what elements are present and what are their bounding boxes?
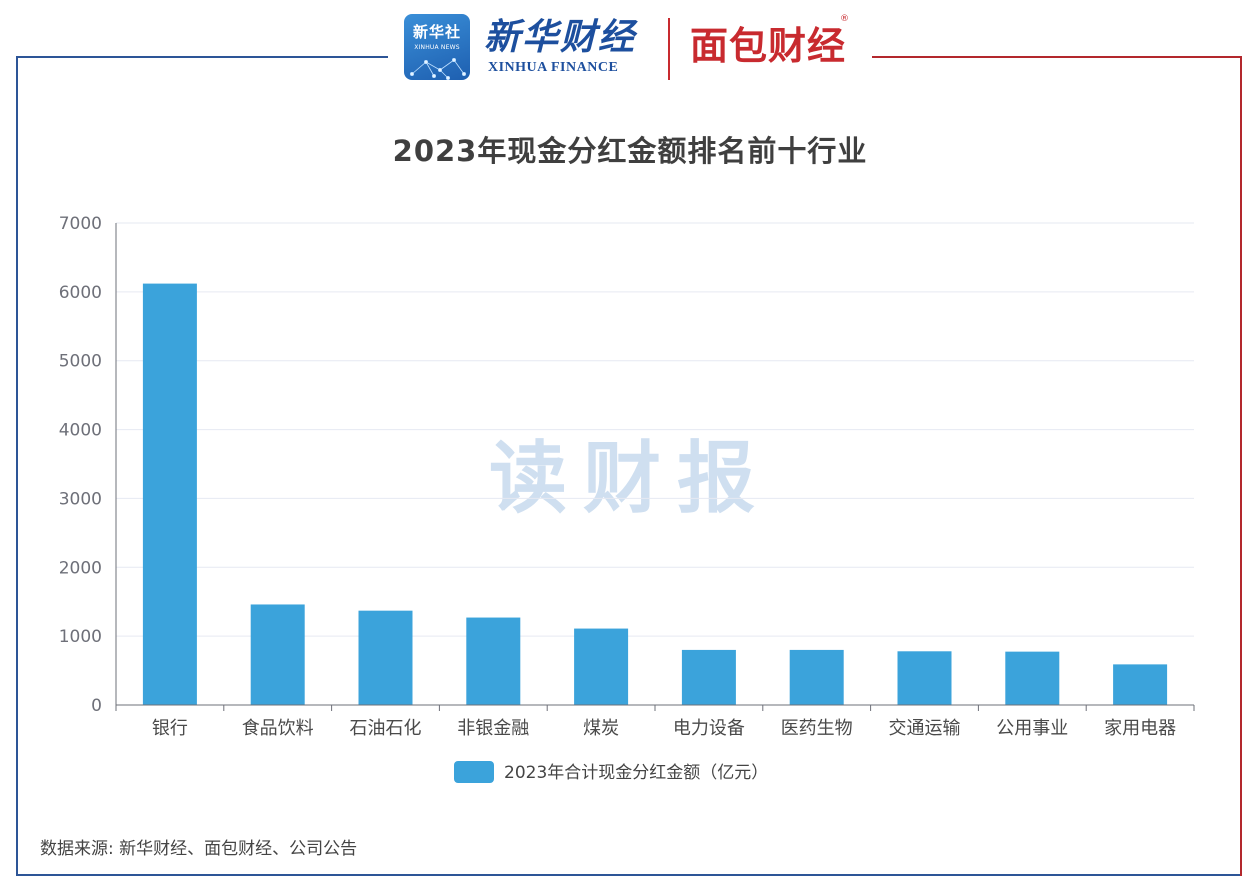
x-tick-label: 家用电器 (1104, 718, 1176, 739)
frame-bottom-line (16, 874, 1242, 876)
frame-top-left-line (16, 56, 388, 58)
x-tick-label: 煤炭 (583, 718, 619, 739)
y-tick-label: 2000 (59, 558, 102, 578)
axes: 0 1000 2000 3000 4000 5000 6000 7000 银行 食品饮料 石油石化 非… (59, 214, 1195, 739)
logo-divider (668, 18, 670, 80)
network-icon (410, 58, 467, 80)
y-tick-label: 7000 (59, 214, 102, 234)
bar-8 (897, 651, 952, 705)
x-tick-label: 公用事业 (996, 718, 1068, 739)
x-tick-label: 银行 (152, 718, 188, 739)
x-tick-label: 非银金融 (457, 718, 529, 739)
mianbao-finance-logo: 面包财经 ® (690, 14, 849, 76)
registered-mark: ® (840, 14, 851, 24)
bar-3 (358, 610, 413, 705)
xinhua-finance-en: XINHUA FINANCE (488, 60, 619, 75)
y-tick-label: 0 (91, 696, 102, 716)
legend: 2023年合计现金分红金额（亿元） (454, 761, 768, 783)
mianbao-logo-text: 面包财经 (690, 24, 847, 68)
x-tick-label: 电力设备 (673, 718, 745, 739)
bar-6 (681, 649, 736, 705)
bar-2 (250, 604, 305, 705)
y-tick-label: 3000 (59, 489, 102, 509)
xinhua-news-logo: 新华社 XINHUA NEWS (404, 14, 470, 80)
bar-7 (789, 649, 844, 705)
frame-left-line (16, 56, 18, 876)
frame-right-line (1240, 56, 1242, 876)
y-tick-label: 1000 (59, 627, 102, 647)
x-tick-label: 食品饮料 (242, 718, 314, 739)
xinhua-badge-text: 新华社 (412, 23, 461, 41)
y-tick-label: 6000 (59, 283, 102, 303)
x-tick-label: 医药生物 (781, 718, 853, 739)
legend-label: 2023年合计现金分红金额（亿元） (504, 763, 768, 783)
bar-9 (1005, 651, 1060, 705)
watermark-text: 读财报 (489, 434, 771, 524)
bar-10 (1113, 664, 1168, 705)
bar-1 (142, 283, 197, 705)
bar-5 (574, 628, 629, 705)
chart-title: 2023年现金分红金额排名前十行业 (392, 134, 868, 168)
x-tick-label: 石油石化 (350, 718, 422, 739)
bar-4 (466, 617, 521, 705)
legend-swatch (454, 761, 494, 783)
grid-lines (116, 222, 1194, 637)
xinhua-badge-subtext: XINHUA NEWS (414, 44, 460, 51)
xinhua-finance-logo: 新华财经 XINHUA FINANCE (484, 14, 654, 84)
y-tick-label: 4000 (59, 421, 102, 441)
bars (142, 283, 1168, 705)
xinhua-finance-cn: 新华财经 (484, 16, 637, 58)
x-tick-label: 交通运输 (889, 718, 961, 739)
source-note: 数据来源: 新华财经、面包财经、公司公告 (40, 839, 358, 859)
frame-top-right-line (872, 56, 1242, 58)
y-tick-label: 5000 (59, 352, 102, 372)
